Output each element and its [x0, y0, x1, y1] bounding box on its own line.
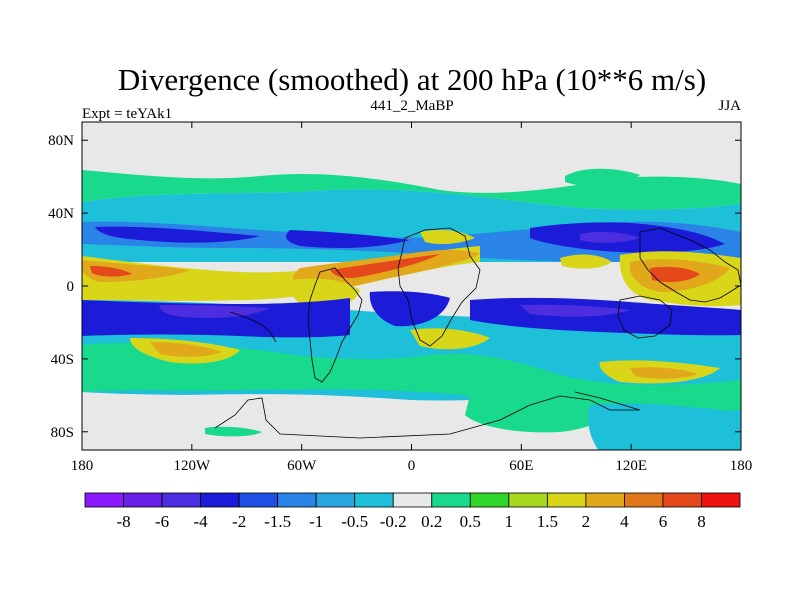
- colorbar: -8 -6 -4 -2 -1.5 -1 -0.5 -0.2 0.2 0.5 1 1.5 2 4 6 8: [84, 492, 741, 531]
- coastline-south-america: [307, 267, 363, 383]
- subtitle-center: 441_2_MaBP: [370, 98, 453, 114]
- colorbar-swatch: [624, 492, 664, 508]
- x-tick-label: 60W: [287, 458, 317, 474]
- coastline-central-america: [229, 311, 277, 343]
- colorbar-label: 6: [659, 512, 668, 531]
- colorbar-label: 0.2: [421, 512, 442, 531]
- colorbar-swatch: [392, 492, 433, 508]
- colorbar-swatch: [469, 492, 510, 508]
- region-north-convergence-core: [95, 226, 260, 243]
- colorbar-swatch: [315, 492, 356, 508]
- region-africa-north-yellow: [420, 230, 475, 245]
- chart-title: Divergence (smoothed) at 200 hPa (10**6 …: [118, 62, 706, 97]
- y-axis-ticks: 80N 40N 0 40S 80S: [48, 133, 741, 441]
- colorbar-swatch: [701, 492, 741, 508]
- coastline-australia: [617, 295, 673, 339]
- colorbar-swatch: [508, 492, 548, 508]
- x-tick-label: 120W: [173, 458, 211, 474]
- colorbar-label: -4: [194, 512, 209, 531]
- colorbar-swatch: [277, 492, 317, 508]
- region-south-atlantic-green: [465, 390, 608, 433]
- colorbar-label: -1: [309, 512, 323, 531]
- colorbar-swatch: [84, 492, 124, 508]
- y-tick-label: 40N: [48, 206, 74, 222]
- colorbar-label: -8: [116, 512, 130, 531]
- colorbar-swatch: [161, 492, 201, 508]
- colorbar-swatch: [585, 492, 625, 508]
- region-southern-ocean-light: [82, 392, 560, 450]
- region-equatorial-orange-east-pacific: [82, 260, 190, 282]
- colorbar-swatch: [123, 492, 163, 508]
- colorbar-label: 0.5: [460, 512, 481, 531]
- region-equatorial-yellow: [82, 246, 480, 301]
- colorbar-swatch: [662, 492, 702, 508]
- region-maritime-red: [650, 266, 700, 282]
- x-tick-label: 0: [408, 458, 416, 474]
- y-tick-label: 0: [67, 279, 75, 295]
- region-south-indian-cyan: [588, 403, 741, 450]
- y-tick-label: 80N: [48, 133, 74, 149]
- region-south-atlantic-yellow: [410, 328, 490, 350]
- colorbar-label: 1: [505, 512, 514, 531]
- region-band-north-green: [82, 170, 741, 210]
- region-south-green: [82, 342, 741, 413]
- colorbar-label: 8: [697, 512, 706, 531]
- region-west-pacific-deep: [580, 231, 640, 243]
- region-north-pacific-core: [286, 230, 410, 248]
- y-tick-label: 40S: [51, 352, 74, 368]
- y-tick-label: 80S: [51, 425, 74, 441]
- region-south-pacific-orange: [150, 342, 222, 357]
- colorbar-label: -2: [232, 512, 246, 531]
- colorbar-swatch: [238, 492, 279, 508]
- coastline-africa: [397, 227, 481, 347]
- x-tick-label: 180: [71, 458, 94, 474]
- colorbar-label: -6: [155, 512, 169, 531]
- colorbar-swatch: [546, 492, 587, 508]
- coastline-asia: [639, 227, 741, 303]
- colorbar-swatch: [431, 492, 471, 508]
- x-axis-ticks: 180 120W 60W 0 60E 120E 180: [71, 122, 753, 474]
- colorbar-swatch: [354, 492, 394, 508]
- colorbar-label: -1.5: [264, 512, 291, 531]
- colorbar-label: 2: [582, 512, 591, 531]
- subtitle-left: Expt = teYAk1: [82, 106, 172, 122]
- colorbar-label: -0.2: [380, 512, 407, 531]
- divergence-field: [82, 122, 741, 450]
- region-south-indian-orange: [630, 367, 698, 379]
- coastlines: [214, 227, 741, 439]
- colorbar-swatch: [200, 492, 240, 508]
- coastline-antarctica: [214, 391, 641, 439]
- colorbar-label: -0.5: [341, 512, 368, 531]
- x-tick-label: 60E: [509, 458, 533, 474]
- colorbar-label: 4: [620, 512, 629, 531]
- region-india-yellow: [560, 254, 612, 269]
- region-south-pacific-deep: [159, 305, 270, 318]
- x-tick-label: 180: [730, 458, 753, 474]
- x-tick-label: 120E: [615, 458, 647, 474]
- region-antarctic-green-blob: [205, 426, 262, 437]
- colorbar-label: 1.5: [537, 512, 558, 531]
- region-atlantic-divergence-red: [330, 254, 440, 278]
- subtitle-right: JJA: [718, 98, 741, 114]
- region-south-indian-deep: [520, 304, 630, 317]
- region-equatorial-red-east-pacific: [90, 266, 132, 277]
- region-north-green-blob: [565, 168, 640, 187]
